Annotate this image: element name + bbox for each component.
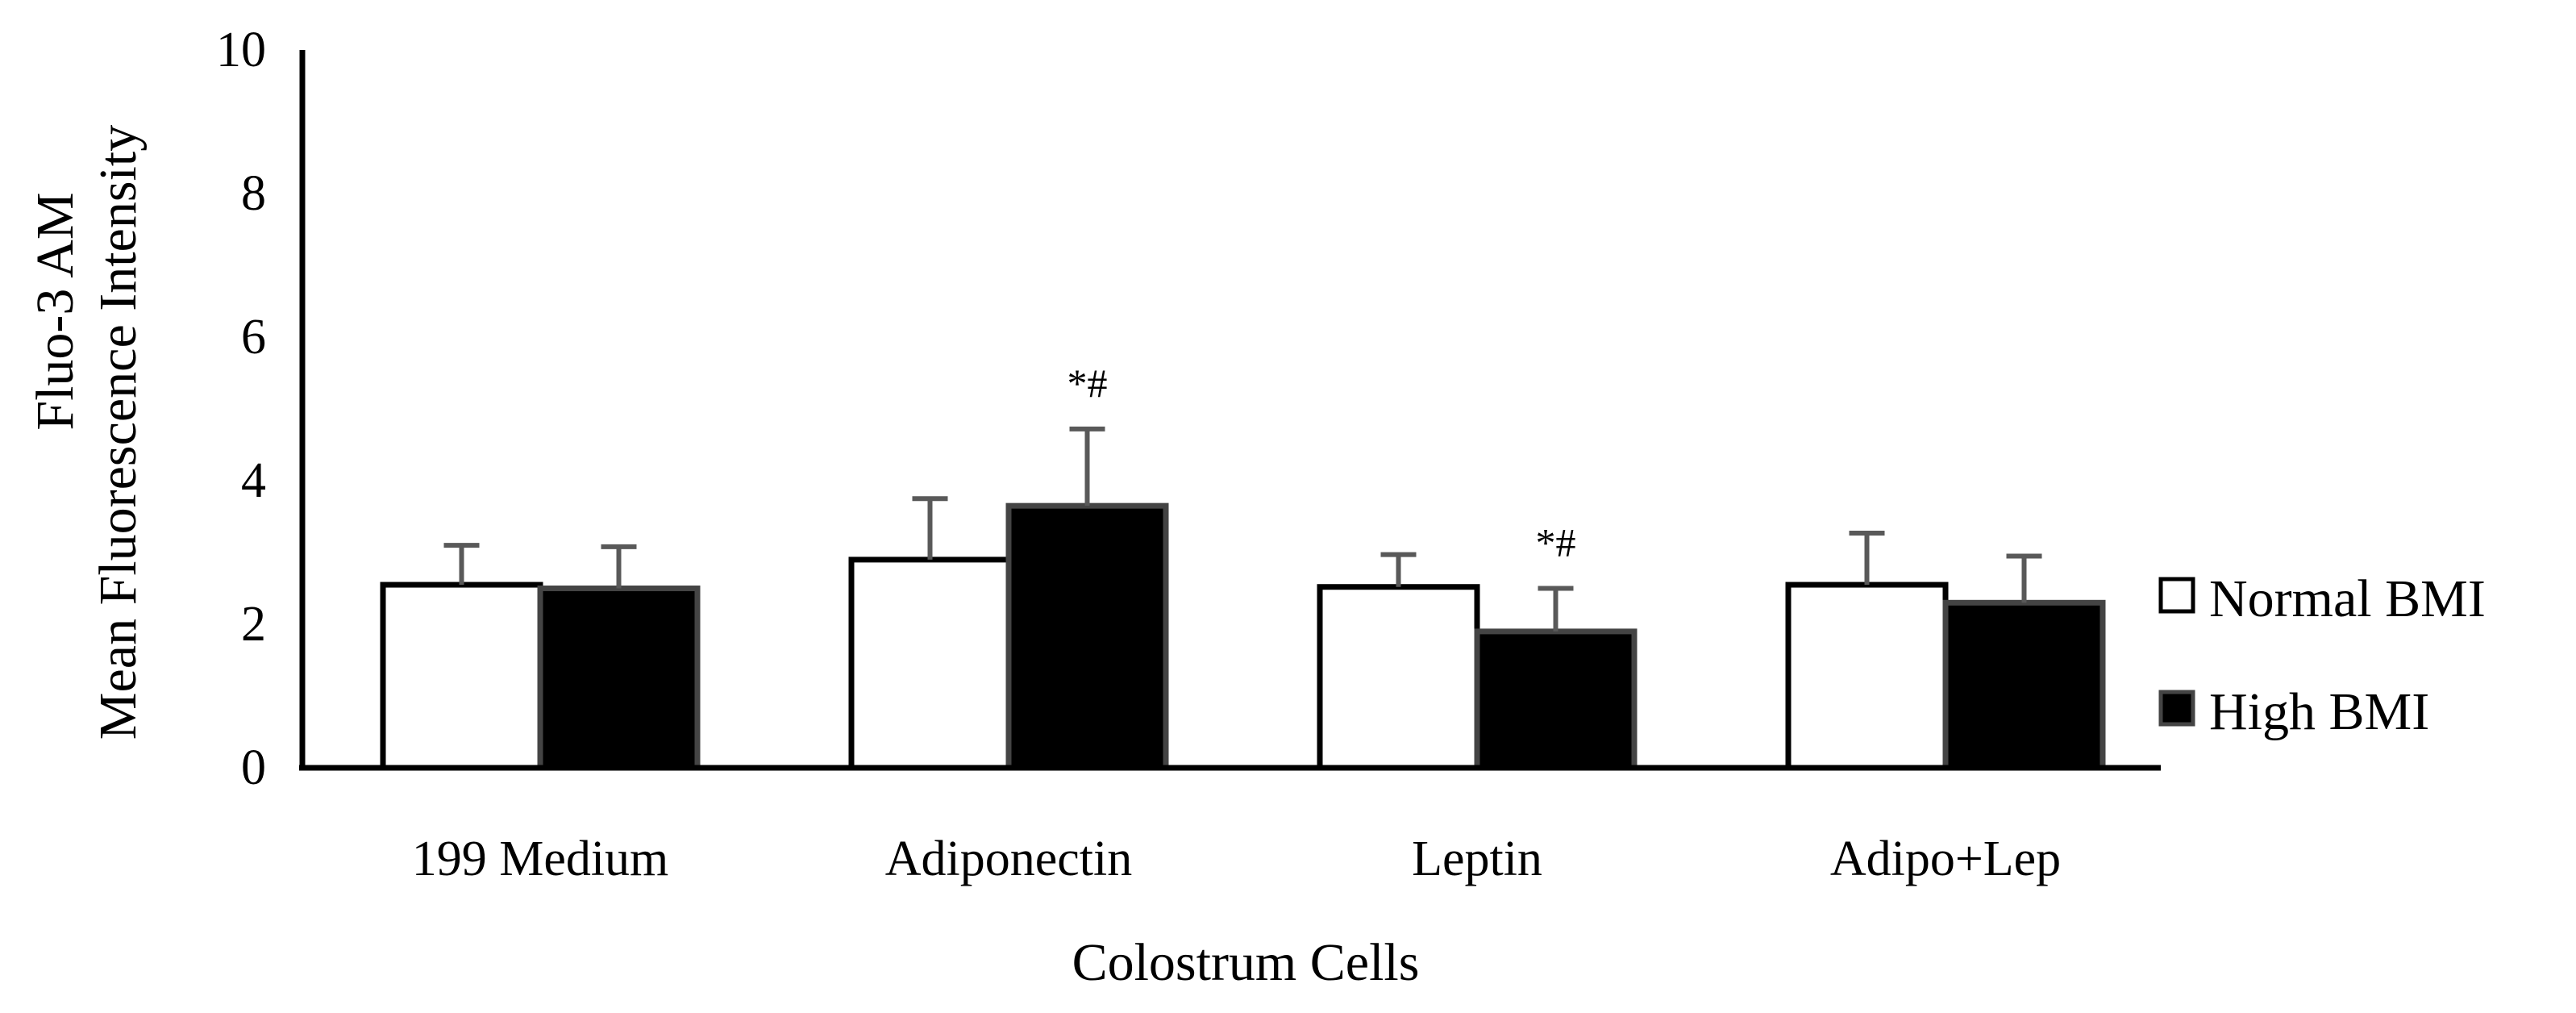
y-tick-label: 4 [241,453,266,508]
x-tick-label: Leptin [1412,832,1542,886]
bar-normal-bmi [848,557,1012,771]
bar-normal-bmi [380,582,543,771]
y-axis-title-line1: Fluo-3 AM [26,192,85,430]
bar-high-bmi [1474,628,1638,771]
bar-high-bmi [1005,502,1169,771]
bar-normal-bmi [1785,582,1949,771]
y-axis-title-line2: Mean Fluorescence Intensity [89,125,148,740]
y-axis-ticks: 0 2 4 6 8 10 [216,23,266,795]
x-tick-label: Adiponectin [885,832,1133,886]
bar-high-bmi [537,586,701,771]
significance-annotation: *# [1067,361,1108,406]
legend-label-normal-bmi: Normal BMI [2209,569,2486,628]
y-tick-label: 0 [241,740,266,795]
y-tick-label: 2 [241,597,266,652]
significance-annotation: *# [1536,520,1576,565]
bar-high-bmi [1942,599,2106,771]
annotations: *# *# [1067,361,1576,565]
x-tick-label: Adipo+Lep [1830,832,2061,886]
legend-swatch-normal-bmi [2158,577,2195,614]
y-tick-label: 6 [241,310,266,365]
x-axis-categories: 199 Medium Adiponectin Leptin Adipo+Lep [412,832,2061,886]
x-tick-label: 199 Medium [412,832,669,886]
legend-swatch-high-bmi [2158,690,2195,727]
x-axis-title: Colostrum Cells [1072,933,1420,992]
legend: Normal BMI High BMI [2158,569,2486,741]
legend-label-high-bmi: High BMI [2209,682,2429,741]
y-tick-label: 10 [216,23,266,77]
error-bars [443,426,2042,632]
bar-normal-bmi [1317,584,1480,771]
bars [380,502,2106,771]
y-tick-label: 8 [241,166,266,221]
